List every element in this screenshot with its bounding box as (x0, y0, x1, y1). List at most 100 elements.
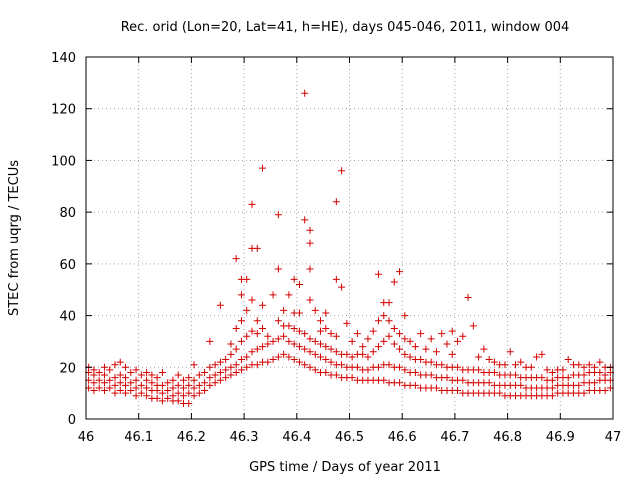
data-point (290, 356, 298, 364)
data-point (301, 89, 309, 97)
data-point (295, 358, 303, 366)
y-tick-label: 60 (59, 258, 76, 273)
data-point (248, 327, 256, 335)
data-point (280, 332, 288, 340)
data-point (174, 397, 182, 405)
data-point (143, 384, 151, 392)
data-point (216, 301, 224, 309)
data-point (306, 335, 314, 343)
data-point (353, 363, 361, 371)
y-axis-label: STEC from uqrg / TECUs (7, 160, 22, 316)
data-point (422, 345, 430, 353)
data-point (237, 366, 245, 374)
data-point (185, 381, 193, 389)
data-point (137, 389, 145, 397)
data-point (211, 361, 219, 369)
x-tick-label: 46.4 (282, 430, 311, 445)
data-point (348, 353, 356, 361)
data-point (190, 376, 198, 384)
data-point (211, 371, 219, 379)
data-point (179, 376, 187, 384)
data-point (132, 384, 140, 392)
data-point (259, 164, 267, 172)
data-point (232, 368, 240, 376)
data-point (301, 345, 309, 353)
data-point (227, 340, 235, 348)
data-point (580, 371, 588, 379)
x-tick-label: 46 (78, 430, 95, 445)
data-point (501, 361, 509, 369)
data-point (496, 389, 504, 397)
data-point (548, 368, 556, 376)
data-point (185, 374, 193, 382)
data-point (332, 348, 340, 356)
data-point (285, 337, 293, 345)
data-point (111, 389, 119, 397)
data-point (596, 368, 604, 376)
data-point (596, 358, 604, 366)
data-point (143, 376, 151, 384)
data-point (359, 350, 367, 358)
data-point (490, 358, 498, 366)
data-point (237, 356, 245, 364)
data-point (264, 340, 272, 348)
data-point (432, 384, 440, 392)
data-point (158, 381, 166, 389)
data-point (338, 361, 346, 369)
data-point (116, 358, 124, 366)
data-point (322, 368, 330, 376)
data-point (443, 374, 451, 382)
data-point (411, 343, 419, 351)
data-point (512, 371, 520, 379)
axis-ticks (85, 56, 614, 420)
data-point (396, 268, 404, 276)
data-point (269, 356, 277, 364)
data-point (285, 353, 293, 361)
data-point (285, 291, 293, 299)
data-point (116, 387, 124, 395)
data-point (390, 278, 398, 286)
data-point (353, 330, 361, 338)
data-point (311, 306, 319, 314)
data-point (533, 353, 541, 361)
data-point (274, 211, 282, 219)
data-point (364, 353, 372, 361)
data-point (322, 325, 330, 332)
data-points (85, 89, 614, 407)
data-point (90, 379, 98, 387)
data-point (169, 376, 177, 384)
data-point (369, 327, 377, 335)
data-point (406, 337, 414, 345)
data-point (401, 366, 409, 374)
data-point (100, 379, 108, 387)
data-point (417, 330, 425, 338)
data-point (90, 387, 98, 395)
data-point (295, 327, 303, 335)
data-point (90, 366, 98, 374)
data-point (406, 353, 414, 361)
data-point (585, 361, 593, 369)
data-point (185, 399, 193, 407)
data-point (269, 337, 277, 345)
data-point (443, 340, 451, 348)
data-point (401, 335, 409, 343)
data-point (237, 291, 245, 299)
data-point (95, 384, 103, 392)
data-point (538, 374, 546, 382)
y-tick-label: 0 (68, 413, 76, 428)
data-point (306, 265, 314, 273)
data-point (253, 244, 261, 252)
data-point (548, 384, 556, 392)
data-point (179, 384, 187, 392)
data-point (111, 374, 119, 382)
data-point (396, 379, 404, 387)
data-point (311, 366, 319, 374)
data-point (190, 392, 198, 400)
data-point (285, 322, 293, 330)
x-tick-label: 47 (605, 430, 622, 445)
data-point (232, 361, 240, 369)
x-tick-label: 46.3 (230, 430, 259, 445)
data-point (227, 350, 235, 358)
data-point (464, 293, 472, 301)
